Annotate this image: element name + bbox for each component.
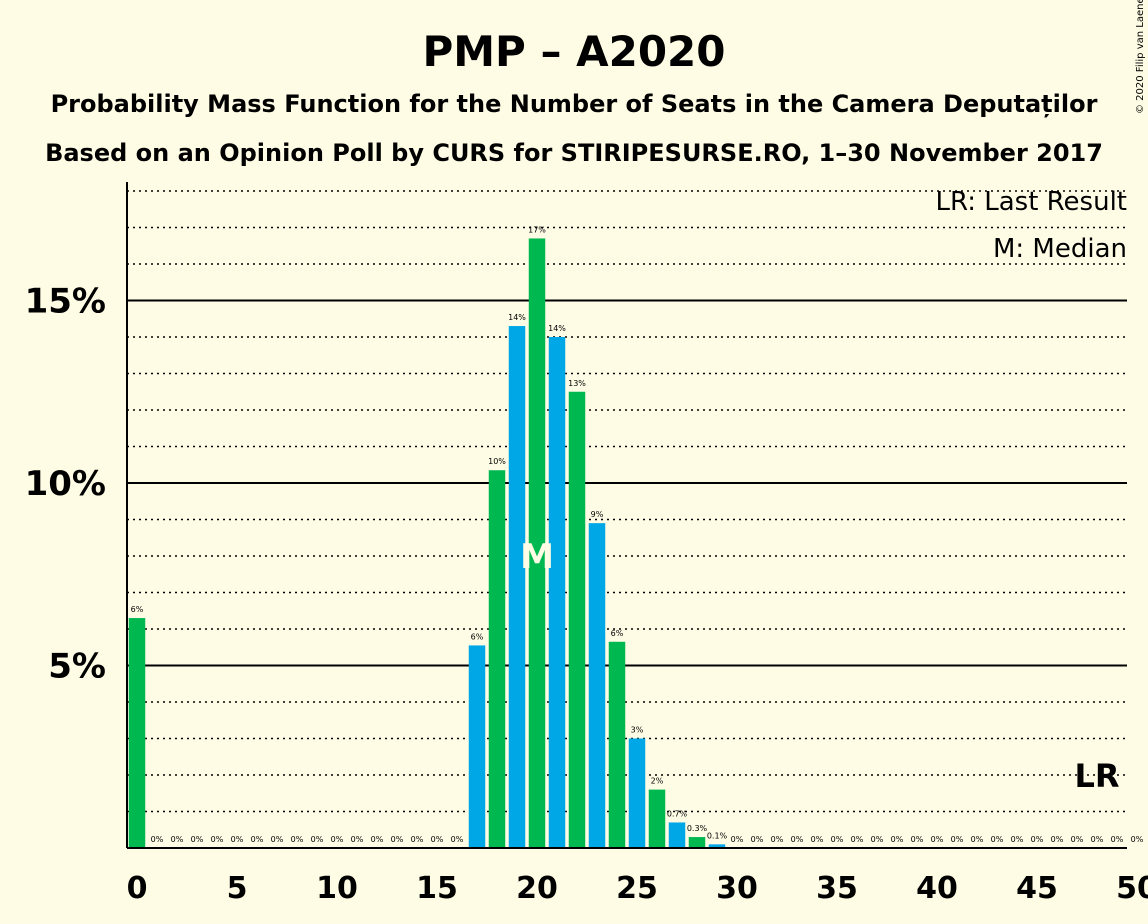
legend-median: M: Median: [993, 234, 1127, 264]
data-label-seat-4: 0%: [211, 835, 224, 844]
data-label-seat-20: 17%: [528, 225, 546, 234]
data-label-seat-29: 0.1%: [707, 831, 728, 840]
data-label-seat-41: 0%: [951, 835, 964, 844]
data-label-seat-44: 0%: [1011, 835, 1024, 844]
x-tick-label: 10: [316, 871, 358, 906]
data-label-seat-33: 0%: [791, 835, 804, 844]
data-label-seat-36: 0%: [851, 835, 864, 844]
x-tick-label: 20: [516, 871, 558, 906]
data-label-seat-19: 14%: [508, 313, 526, 322]
median-marker: M: [520, 537, 554, 577]
bar-seat-26: [648, 789, 666, 848]
data-label-seat-25: 3%: [631, 726, 644, 735]
data-label-seat-37: 0%: [871, 835, 884, 844]
data-label-seat-14: 0%: [411, 835, 424, 844]
chart-title: PMP – A2020: [422, 27, 725, 76]
data-label-seat-13: 0%: [391, 835, 404, 844]
data-label-seat-3: 0%: [191, 835, 204, 844]
data-label-seat-48: 0%: [1091, 835, 1104, 844]
data-label-seat-5: 0%: [231, 835, 244, 844]
data-label-seat-11: 0%: [351, 835, 364, 844]
data-label-seat-21: 14%: [548, 324, 566, 333]
data-label-seat-47: 0%: [1071, 835, 1084, 844]
bar-seat-27: [668, 822, 686, 848]
data-label-seat-0: 6%: [131, 605, 144, 614]
data-label-seat-8: 0%: [291, 835, 304, 844]
copyright-note: © 2020 Filip van Laenen: [1135, 0, 1146, 114]
data-label-seat-16: 0%: [451, 835, 464, 844]
x-tick-labels: 0 5 10 15 20 25 30 35 40 45 50: [127, 871, 1148, 906]
data-label-seat-50: 0%: [1131, 835, 1144, 844]
data-label-seat-10: 0%: [331, 835, 344, 844]
data-label-seat-32: 0%: [771, 835, 784, 844]
data-label-seat-28: 0.3%: [687, 824, 708, 833]
bar-seat-28: [688, 837, 706, 848]
x-tick-label: 15: [416, 871, 458, 906]
bar-seat-29: [708, 844, 726, 848]
data-label-seat-23: 9%: [591, 510, 604, 519]
data-label-seat-27: 0.7%: [667, 809, 688, 818]
y-tick-label: 15%: [25, 282, 106, 322]
legend-last-result: LR: Last Result: [935, 187, 1127, 217]
data-label-seat-1: 0%: [151, 835, 164, 844]
data-label-seat-45: 0%: [1031, 835, 1044, 844]
data-label-seat-7: 0%: [271, 835, 284, 844]
bar-seat-0: [128, 618, 146, 848]
bars-group: [128, 238, 726, 848]
bar-seat-24: [608, 641, 626, 848]
data-label-seat-42: 0%: [971, 835, 984, 844]
x-tick-label: 0: [127, 871, 148, 906]
data-label-seat-38: 0%: [891, 835, 904, 844]
data-labels-group: 6% 0% 0% 0% 0% 0% 0% 0% 0% 0% 0% 0% 0% 0% 0% 0% 0% 6% 10% 1…: [131, 225, 1144, 844]
data-label-seat-2: 0%: [171, 835, 184, 844]
bar-seat-19: [508, 326, 526, 848]
data-label-seat-40: 0%: [931, 835, 944, 844]
data-label-seat-6: 0%: [251, 835, 264, 844]
data-label-seat-35: 0%: [831, 835, 844, 844]
data-label-seat-22: 13%: [568, 379, 586, 388]
x-tick-label: 30: [716, 871, 758, 906]
bar-seat-18: [488, 470, 506, 848]
data-label-seat-9: 0%: [311, 835, 324, 844]
x-tick-label: 50: [1116, 871, 1148, 906]
data-label-seat-39: 0%: [911, 835, 924, 844]
x-tick-label: 5: [227, 871, 248, 906]
data-label-seat-17: 6%: [471, 632, 484, 641]
data-label-seat-30: 0%: [731, 835, 744, 844]
data-label-seat-34: 0%: [811, 835, 824, 844]
x-tick-label: 40: [916, 871, 958, 906]
data-label-seat-26: 2%: [651, 777, 664, 786]
data-label-seat-12: 0%: [371, 835, 384, 844]
data-label-seat-43: 0%: [991, 835, 1004, 844]
last-result-marker: LR: [1074, 757, 1119, 795]
chart-subtitle-poll: Based on an Opinion Poll by CURS for STI…: [45, 139, 1103, 167]
bar-seat-22: [568, 391, 586, 848]
chart-subtitle: Probability Mass Function for the Number…: [51, 90, 1098, 118]
x-tick-label: 35: [816, 871, 858, 906]
data-label-seat-49: 0%: [1111, 835, 1124, 844]
bar-seat-20: [528, 238, 546, 848]
data-label-seat-46: 0%: [1051, 835, 1064, 844]
bar-seat-21: [548, 337, 566, 848]
x-tick-label: 45: [1016, 871, 1058, 906]
bar-seat-25: [628, 738, 646, 848]
gridlines: [127, 190, 1127, 813]
bar-seat-23: [588, 523, 606, 848]
y-tick-labels: 5% 10% 15%: [25, 282, 106, 687]
x-tick-label: 25: [616, 871, 658, 906]
data-label-seat-31: 0%: [751, 835, 764, 844]
bar-seat-17: [468, 645, 486, 848]
y-tick-label: 10%: [25, 464, 106, 504]
data-label-seat-24: 6%: [611, 629, 624, 638]
data-label-seat-15: 0%: [431, 835, 444, 844]
y-tick-label: 5%: [48, 647, 106, 687]
data-label-seat-18: 10%: [488, 457, 506, 466]
